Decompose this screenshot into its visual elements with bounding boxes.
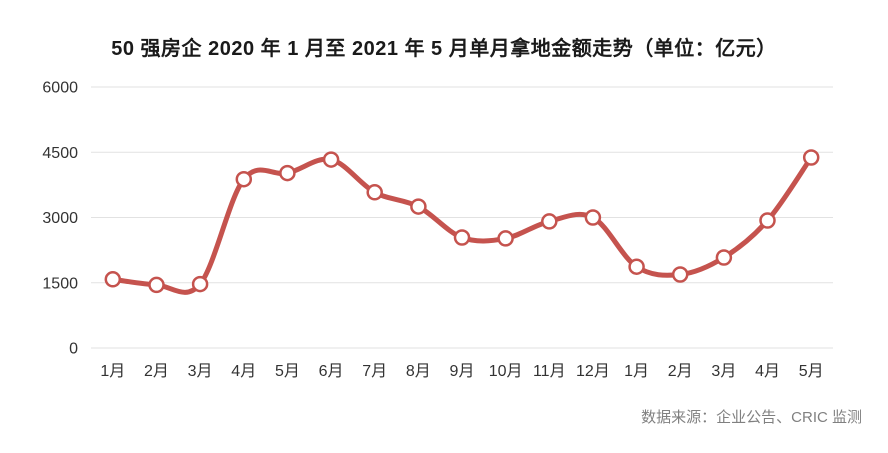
x-tick-label: 10月 [489, 363, 523, 380]
x-tick-label: 11月 [533, 363, 566, 380]
x-tick-label: 4月 [231, 363, 256, 380]
x-tick-label: 2月 [668, 363, 693, 380]
data-point-marker [410, 198, 427, 215]
x-tick-label: 5月 [275, 363, 300, 380]
data-point-marker [453, 229, 471, 246]
data-point-marker [759, 212, 776, 229]
x-tick-label: 8月 [406, 363, 431, 380]
x-tick-label: 2月 [144, 363, 169, 380]
x-tick-label: 1月 [624, 363, 649, 380]
data-point-marker [322, 151, 340, 168]
data-point-marker [366, 184, 383, 201]
x-tick-label: 1月 [100, 363, 125, 380]
y-tick-label: 4500 [42, 145, 78, 162]
data-point-marker [279, 164, 296, 182]
x-tick-label: 7月 [362, 363, 387, 380]
x-tick-label: 6月 [319, 363, 344, 380]
x-tick-label: 12月 [576, 363, 610, 380]
source-note: 数据来源：企业公告、CRIC 监测 [641, 409, 862, 426]
data-point-marker [497, 230, 514, 247]
y-tick-label: 1500 [42, 275, 78, 292]
series-line [110, 155, 814, 295]
y-tick-label: 3000 [42, 210, 78, 227]
data-point-marker [148, 276, 165, 294]
x-tick-label: 3月 [188, 363, 213, 380]
data-point-marker [802, 149, 820, 166]
data-point-marker [104, 271, 122, 288]
y-tick-label: 6000 [42, 80, 78, 97]
x-tick-label: 3月 [711, 363, 736, 380]
data-point-marker [191, 275, 209, 293]
data-point-marker [235, 170, 253, 188]
y-tick-label: 0 [69, 341, 78, 358]
data-point-marker [628, 258, 645, 275]
x-tick-label: 5月 [799, 363, 824, 380]
x-tick-label: 9月 [450, 363, 475, 380]
data-point-marker [584, 209, 602, 226]
data-point-marker [671, 266, 689, 283]
data-point-marker [715, 249, 733, 266]
x-tick-label: 4月 [755, 363, 780, 380]
data-point-marker [541, 213, 558, 230]
chart-title: 50 强房企 2020 年 1 月至 2021 年 5 月单月拿地金额走势（单位… [111, 38, 777, 60]
